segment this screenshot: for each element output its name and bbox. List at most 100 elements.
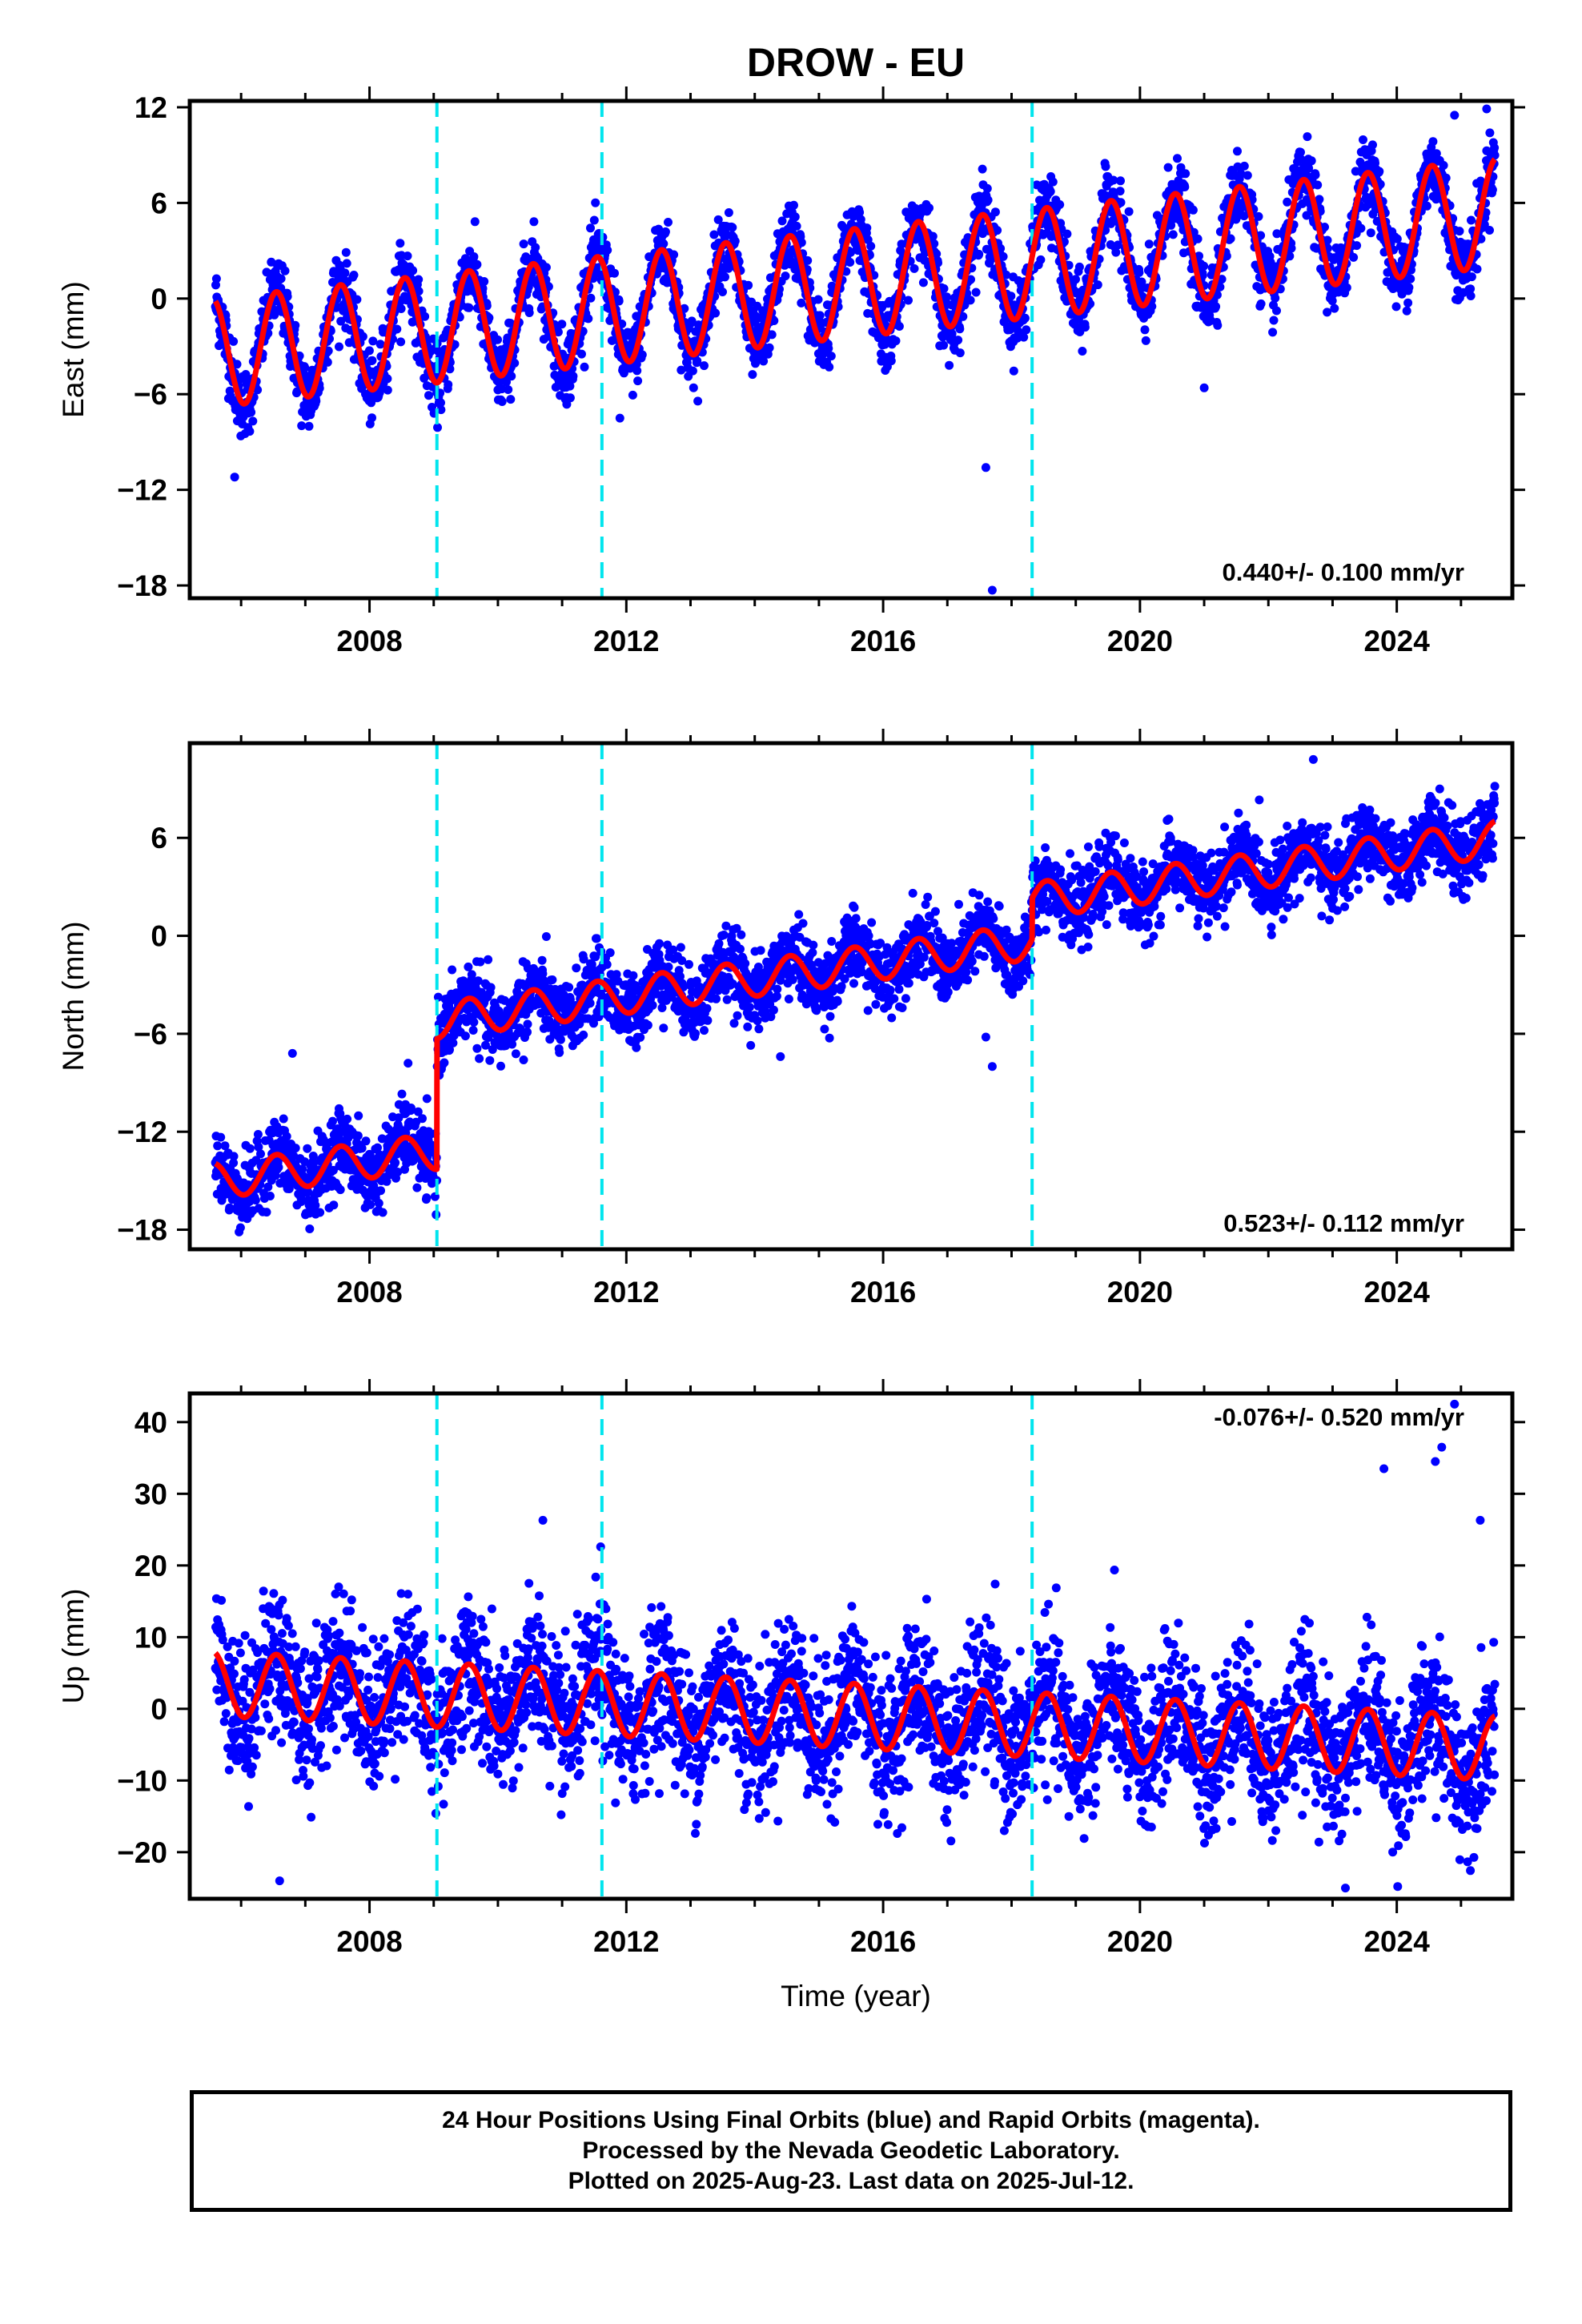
x-tick-label: 2012 bbox=[593, 625, 659, 657]
data-point bbox=[1391, 302, 1401, 312]
y-tick-label: 6 bbox=[151, 187, 167, 219]
data-point bbox=[300, 363, 310, 372]
data-point bbox=[422, 1094, 432, 1104]
data-point bbox=[894, 322, 904, 331]
data-point bbox=[1467, 272, 1476, 282]
data-point bbox=[945, 360, 954, 370]
data-point bbox=[251, 1196, 260, 1205]
data-point bbox=[472, 259, 482, 269]
data-point bbox=[891, 336, 901, 346]
data-point bbox=[424, 391, 433, 400]
data-point bbox=[925, 203, 934, 213]
y-tick-label: −18 bbox=[117, 569, 167, 602]
data-point bbox=[610, 268, 619, 278]
data-point bbox=[1268, 328, 1278, 337]
data-point bbox=[1199, 261, 1209, 271]
data-point bbox=[1455, 227, 1464, 236]
data-point bbox=[1403, 298, 1413, 308]
data-point bbox=[1163, 163, 1173, 172]
data-point bbox=[636, 1032, 645, 1042]
data-point bbox=[283, 292, 292, 301]
data-point bbox=[1173, 154, 1182, 163]
data-point bbox=[1466, 292, 1476, 300]
data-point bbox=[1256, 299, 1266, 308]
data-point bbox=[1428, 137, 1438, 147]
data-point bbox=[1193, 234, 1203, 243]
data-point bbox=[1313, 180, 1323, 190]
data-point bbox=[341, 247, 351, 257]
data-point bbox=[460, 1031, 470, 1041]
data-point bbox=[942, 292, 951, 302]
data-point bbox=[291, 320, 300, 330]
data-point bbox=[523, 1027, 532, 1037]
data-point bbox=[939, 340, 949, 350]
data-point bbox=[1078, 347, 1087, 356]
data-point bbox=[955, 324, 965, 334]
data-point bbox=[343, 1114, 352, 1124]
data-point bbox=[1271, 293, 1280, 303]
data-point bbox=[689, 383, 698, 392]
data-point bbox=[484, 955, 493, 964]
data-point bbox=[1213, 320, 1223, 330]
data-point bbox=[568, 372, 578, 381]
data-point bbox=[329, 1200, 339, 1210]
data-point bbox=[589, 215, 599, 225]
data-point bbox=[730, 236, 740, 246]
data-point bbox=[524, 308, 534, 317]
data-point bbox=[475, 1054, 484, 1063]
data-point bbox=[789, 200, 798, 210]
data-point bbox=[292, 387, 302, 396]
data-point bbox=[700, 361, 709, 371]
data-point bbox=[519, 239, 528, 249]
data-point bbox=[1180, 183, 1190, 191]
data-point bbox=[1181, 169, 1191, 179]
data-point bbox=[229, 1152, 239, 1161]
data-point bbox=[1472, 264, 1482, 274]
data-point bbox=[577, 349, 586, 359]
data-point bbox=[265, 1192, 275, 1200]
outlier-point bbox=[230, 472, 239, 482]
data-point bbox=[1071, 275, 1080, 284]
data-point bbox=[229, 336, 239, 346]
data-point bbox=[444, 380, 453, 389]
data-point bbox=[866, 241, 876, 251]
data-point bbox=[1009, 366, 1018, 376]
data-point bbox=[1115, 187, 1125, 196]
data-point bbox=[632, 1043, 641, 1052]
data-point bbox=[724, 208, 733, 217]
data-point bbox=[507, 372, 516, 381]
data-point bbox=[1188, 205, 1198, 215]
data-point bbox=[1211, 302, 1221, 312]
outlier-point bbox=[1450, 111, 1460, 120]
data-point bbox=[998, 251, 1008, 261]
data-point bbox=[1019, 332, 1029, 342]
data-point bbox=[340, 268, 350, 278]
data-point bbox=[1124, 207, 1134, 216]
data-point bbox=[367, 398, 376, 408]
data-point bbox=[448, 1038, 458, 1047]
data-point bbox=[396, 337, 406, 347]
data-point bbox=[711, 308, 721, 318]
data-point bbox=[971, 287, 981, 297]
data-point bbox=[792, 221, 801, 231]
data-point bbox=[767, 330, 777, 340]
data-point bbox=[1307, 156, 1316, 166]
data-point bbox=[813, 295, 823, 304]
data-point bbox=[1404, 283, 1414, 292]
data-point bbox=[765, 343, 774, 352]
data-point bbox=[315, 1208, 325, 1217]
data-points bbox=[211, 754, 1500, 1236]
data-point bbox=[422, 1193, 432, 1203]
data-point bbox=[709, 230, 719, 239]
data-point bbox=[493, 335, 502, 344]
data-point bbox=[1022, 325, 1031, 335]
data-point bbox=[1140, 325, 1150, 335]
data-point bbox=[476, 957, 485, 967]
data-point bbox=[648, 1000, 657, 1010]
data-point bbox=[555, 1047, 564, 1057]
data-point bbox=[659, 239, 669, 248]
data-point bbox=[826, 352, 836, 361]
data-point bbox=[845, 258, 855, 267]
data-point bbox=[497, 397, 507, 406]
data-point bbox=[378, 1208, 387, 1217]
